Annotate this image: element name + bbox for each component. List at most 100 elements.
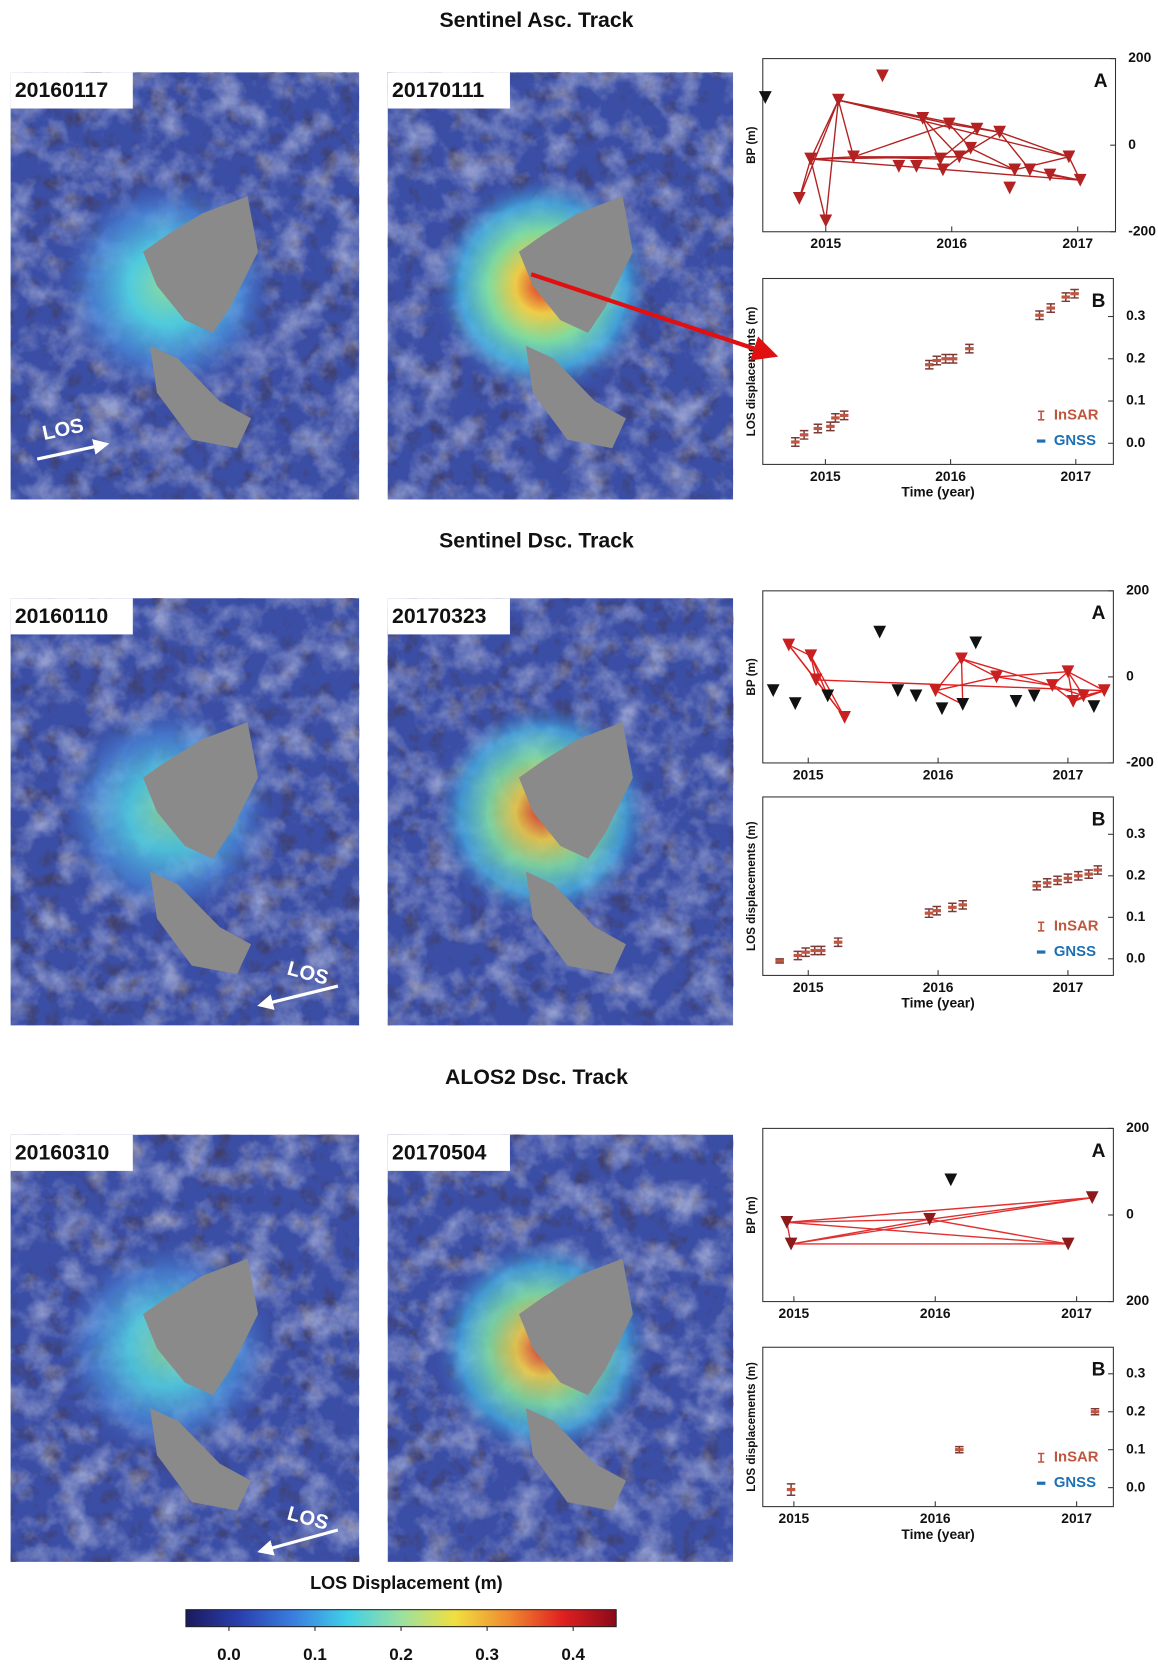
y-tick-label: 0.0	[1126, 434, 1146, 450]
y-tick-label: 200	[1126, 581, 1149, 597]
y-tick-label: 0.3	[1126, 825, 1146, 841]
data-point	[801, 950, 810, 954]
acquisition	[819, 214, 833, 228]
baseline-pair	[809, 158, 827, 222]
baseline-pair	[922, 117, 960, 158]
x-tick-label: 2015	[810, 468, 841, 484]
acquisition	[758, 91, 772, 104]
y-tick-label: 200	[1126, 1119, 1149, 1135]
legend-marker	[1036, 1481, 1046, 1485]
data-point	[791, 440, 800, 444]
y-axis-label: BP (m)	[745, 658, 758, 696]
acquisition	[782, 638, 796, 652]
acquisition	[847, 150, 860, 164]
y-tick-label: 0	[1126, 1206, 1134, 1222]
baseline-pair	[935, 676, 997, 692]
y-tick-label: 0.2	[1126, 866, 1146, 882]
baseline-pair	[939, 128, 978, 160]
x-tick-label: 2016	[923, 766, 954, 782]
y-axis-label: BP (m)	[745, 1196, 758, 1234]
x-axis-label: Time (year)	[901, 484, 974, 500]
legend-label: GNSS	[1054, 1475, 1096, 1491]
los-arrow	[257, 984, 339, 1010]
data-point	[839, 413, 849, 417]
baseline-pair	[790, 1218, 930, 1245]
lake	[518, 722, 633, 859]
data-point	[1053, 878, 1062, 882]
acquisition	[956, 698, 970, 711]
legend-label: InSAR	[1054, 1450, 1099, 1466]
pointer-arrow	[530, 272, 779, 361]
acquisition	[910, 160, 923, 173]
data-point	[958, 903, 968, 907]
lake	[143, 722, 259, 859]
y-tick-label: 0.1	[1126, 1440, 1146, 1456]
baseline-pair	[853, 123, 950, 158]
y-tick-label: 0.0	[1126, 949, 1146, 965]
x-tick-label: 2015	[793, 979, 824, 995]
legend-marker	[1036, 950, 1046, 954]
y-axis-label: LOS displacements (m)	[745, 306, 758, 436]
panel-letter: B	[1092, 809, 1106, 830]
data-point	[1070, 292, 1079, 296]
data-point	[948, 357, 958, 361]
colorbar-tick-label: 0.3	[475, 1645, 499, 1664]
data-point	[1084, 872, 1093, 876]
legend-marker	[1037, 1452, 1045, 1463]
data-point	[941, 357, 950, 361]
data-point	[775, 959, 784, 963]
x-tick-label: 2017	[1060, 468, 1091, 484]
acquisition	[942, 117, 956, 131]
data-point	[833, 940, 843, 944]
y-tick-label: -200	[1126, 754, 1154, 770]
y-axis-label: LOS displacements (m)	[745, 821, 758, 951]
baseline-pair	[786, 1221, 1069, 1245]
data-point	[965, 347, 974, 351]
acquisition	[1023, 163, 1037, 177]
acquisition	[809, 673, 823, 687]
baseline-pair	[1067, 671, 1105, 692]
y-tick-label: 0.3	[1126, 1364, 1146, 1380]
data-point	[1042, 881, 1052, 885]
data-point	[1090, 1410, 1100, 1414]
x-tick-label: 2015	[793, 766, 824, 782]
baseline-pair	[961, 658, 1053, 687]
map-date: 20160310	[15, 1141, 109, 1165]
baseline-pair	[837, 99, 855, 158]
colorbar-tick-label: 0.1	[303, 1645, 327, 1664]
x-tick-label: 2016	[920, 1305, 951, 1321]
acquisition	[934, 152, 947, 166]
y-tick-label: 0.1	[1126, 908, 1146, 924]
panel-letter: B	[1092, 291, 1106, 312]
acquisition	[1097, 684, 1111, 698]
y-axis-label: BP (m)	[745, 126, 758, 164]
acquisition	[990, 670, 1003, 684]
date-box	[10, 72, 133, 109]
baseline-pair	[960, 658, 964, 705]
date-box	[387, 72, 510, 109]
acquisition	[876, 69, 889, 83]
acquisition	[892, 160, 906, 173]
x-tick-label: 2016	[936, 235, 967, 251]
baseline-pair	[929, 1196, 1093, 1221]
x-tick-label: 2016	[935, 468, 966, 484]
acquisition	[804, 649, 818, 663]
y-tick-label: 0.2	[1126, 1402, 1146, 1418]
los-arrow	[36, 439, 110, 461]
section-title: Sentinel Dsc. Track	[439, 529, 634, 553]
y-tick-label: -200	[1128, 222, 1156, 238]
panel-letter: A	[1092, 1141, 1106, 1162]
map-date: 20170504	[392, 1141, 487, 1165]
acquisition	[873, 625, 887, 639]
acquisition	[916, 111, 930, 125]
acquisition	[944, 1173, 958, 1187]
baseline-pair	[935, 690, 964, 706]
baseline-pair	[798, 99, 840, 199]
legend-label: InSAR	[1054, 407, 1099, 423]
baseline-pair	[1049, 174, 1081, 181]
acquisition	[1087, 700, 1101, 713]
data-point	[799, 433, 809, 437]
acquisition	[993, 125, 1006, 139]
legend-label: GNSS	[1054, 944, 1096, 960]
